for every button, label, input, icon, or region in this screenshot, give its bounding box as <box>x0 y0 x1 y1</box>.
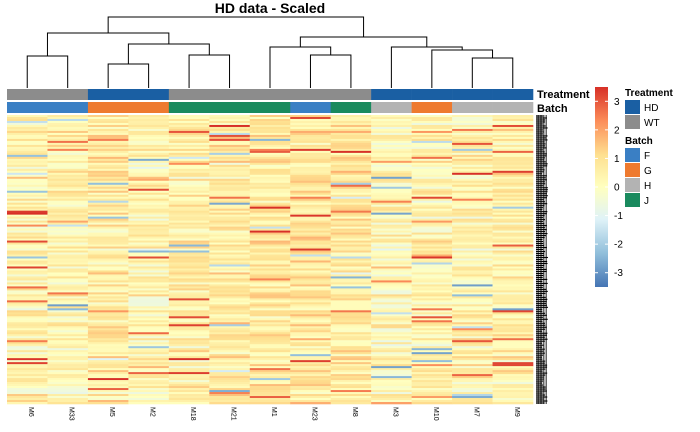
annotation-cell-treatment <box>330 89 372 100</box>
legend-title-batch: Batch <box>625 136 653 147</box>
dendrogram-link <box>299 36 428 47</box>
annotation-cell-batch <box>249 102 291 113</box>
color-scale-tick-label: 2 <box>614 125 620 136</box>
column-labels: M6 M33 M5 M2 M18 M21 M1 M23 M8 M3 M10 M7 M9 <box>27 407 520 421</box>
column-dendrogram <box>26 16 514 88</box>
column-label: M18 <box>189 407 196 421</box>
legend-label: F <box>644 151 650 162</box>
annotation-cell-batch <box>411 102 453 113</box>
color-scale-tick-label: -2 <box>614 240 623 251</box>
legend-swatch <box>625 148 640 162</box>
column-label: M1 <box>270 407 277 417</box>
dendrogram-link <box>269 46 332 88</box>
legend-swatch <box>625 163 640 177</box>
legend-swatch <box>625 100 640 114</box>
column-label: M3 <box>391 407 398 417</box>
annotation-cell-batch <box>168 102 210 113</box>
annotation-cell-batch <box>290 102 331 113</box>
dendrogram-link <box>188 54 231 88</box>
color-scale-tick-label: -1 <box>614 211 623 222</box>
annotation-cell-treatment <box>249 89 291 100</box>
dendrogram-link <box>107 16 365 37</box>
dendrogram-link <box>127 43 210 64</box>
column-label: M5 <box>108 407 115 417</box>
annotation-cell-treatment <box>87 89 129 100</box>
annotation-cell-batch <box>452 102 493 113</box>
dendrogram-link <box>431 49 494 88</box>
annotation-cell-treatment <box>411 89 453 100</box>
annotation-cell-treatment <box>371 89 412 100</box>
color-scale-legend: 3 2 1 0 -1 -2 -3 <box>595 87 623 287</box>
row-label-marks <box>536 115 548 404</box>
legend-title-treatment: Treatment <box>625 88 673 99</box>
annotation-cell-batch <box>87 102 129 113</box>
annotation-cell-treatment <box>47 89 89 100</box>
dendrogram-link <box>107 63 150 88</box>
column-label: M2 <box>149 407 156 417</box>
annotation-cell-treatment <box>209 89 251 100</box>
column-label: M10 <box>432 407 439 421</box>
legend-label: WT <box>644 118 660 129</box>
annotation-cell-batch <box>47 102 89 113</box>
heatmap-cells <box>7 115 534 405</box>
annotation-cell-treatment <box>128 89 170 100</box>
color-scale-ticks: 3 2 1 0 -1 -2 -3 <box>595 97 623 279</box>
annotation-cell-treatment <box>7 89 48 100</box>
column-label: M7 <box>472 407 479 417</box>
annotation-cell-treatment <box>290 89 331 100</box>
annotation-cell-batch <box>7 102 48 113</box>
color-scale-tick-label: 1 <box>614 154 620 165</box>
annotation-cell-batch <box>492 102 534 113</box>
annotation-cell-batch <box>371 102 412 113</box>
annotation-cell-treatment <box>168 89 210 100</box>
color-scale-tick-label: 3 <box>614 97 620 108</box>
legend-label: G <box>644 166 652 177</box>
legend-swatch <box>625 178 640 192</box>
column-label: M33 <box>68 407 75 421</box>
color-scale-tick-label: -3 <box>614 268 623 279</box>
dendrogram-link <box>390 46 463 88</box>
column-label: M6 <box>27 407 34 417</box>
dendrogram-link <box>26 55 69 88</box>
color-scale-tick-label: 0 <box>614 183 620 194</box>
annotation-cell-treatment <box>452 89 493 100</box>
annotation-cell-treatment <box>492 89 534 100</box>
column-label: M21 <box>230 407 237 421</box>
annotation-cell-batch <box>330 102 372 113</box>
column-label: M8 <box>351 407 358 417</box>
legend-swatch <box>625 193 640 207</box>
annotation-cell-batch <box>209 102 251 113</box>
annotation-bars <box>7 89 534 113</box>
annotation-cell-batch <box>128 102 170 113</box>
legend-label: HD <box>644 103 658 114</box>
legend-label: J <box>644 196 649 207</box>
column-label: M23 <box>310 407 317 421</box>
chart-title: HD data - Scaled <box>215 0 325 16</box>
color-scale-bar <box>595 87 608 287</box>
legend-swatch <box>625 115 640 129</box>
legend-label: H <box>644 181 651 192</box>
dendrogram-link <box>471 57 514 88</box>
column-label: M9 <box>513 407 520 417</box>
annotation-label-batch: Batch <box>537 103 568 115</box>
annotation-label-treatment: Treatment <box>537 89 590 101</box>
dendrogram-link <box>309 54 352 88</box>
